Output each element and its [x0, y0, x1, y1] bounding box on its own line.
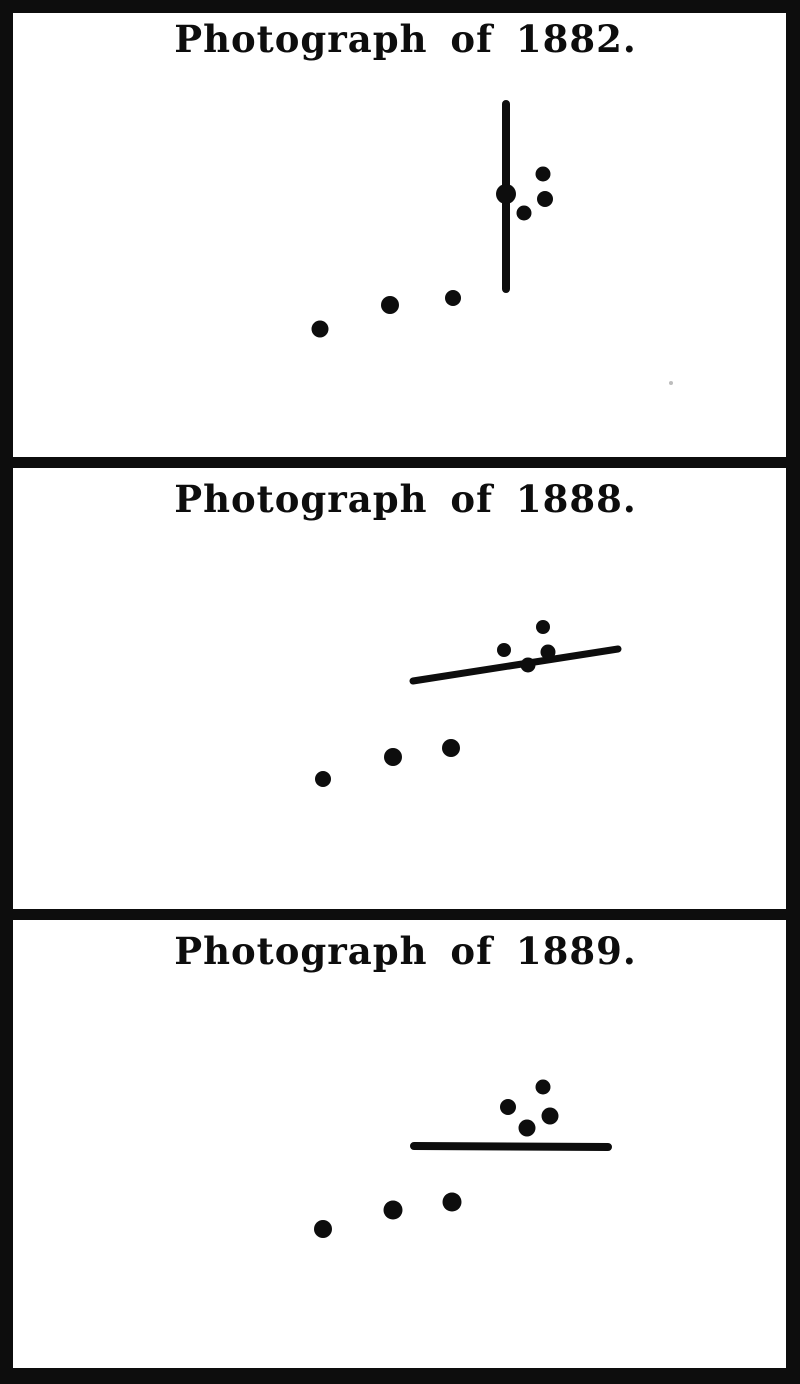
print-speck	[669, 381, 673, 385]
panel-divider	[0, 909, 800, 920]
trail-line-1889	[410, 1142, 612, 1151]
panel-title-1888: Photograph of 1888.	[174, 477, 637, 521]
star-dot	[442, 1192, 462, 1212]
star-dot	[497, 643, 511, 657]
star-dot	[520, 657, 536, 673]
star-dot	[535, 166, 551, 182]
star-dot	[500, 1099, 516, 1115]
star-dot	[535, 1079, 551, 1095]
star-dot	[384, 748, 402, 766]
star-dot	[516, 205, 532, 221]
trail-line-1888	[409, 645, 622, 685]
star-dot	[315, 771, 331, 787]
star-dot	[445, 290, 461, 306]
star-dot	[537, 191, 553, 207]
star-dot	[541, 1107, 559, 1125]
panel-title-1882: Photograph of 1882.	[174, 17, 637, 61]
star-dot	[518, 1119, 536, 1137]
star-dot	[536, 620, 550, 634]
star-dot	[496, 184, 516, 204]
star-dot	[540, 644, 556, 660]
frame-border-top	[0, 0, 800, 13]
frame-border-left	[0, 0, 13, 1384]
star-dot	[381, 296, 399, 314]
panel-divider	[0, 457, 800, 468]
star-dot	[442, 739, 460, 757]
frame-border-right	[786, 0, 800, 1384]
star-dot	[311, 320, 329, 338]
panel-title-1889: Photograph of 1889.	[174, 929, 637, 973]
frame-border-bottom	[0, 1368, 800, 1384]
star-dot	[314, 1220, 332, 1238]
star-dot	[383, 1200, 403, 1220]
